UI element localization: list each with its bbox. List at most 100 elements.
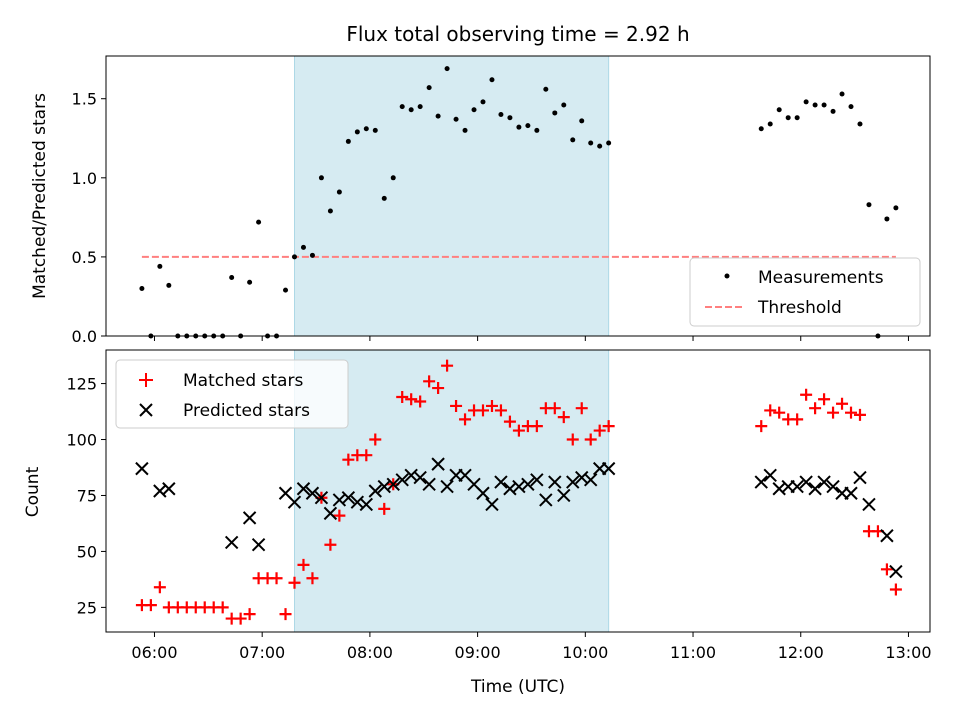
matched-star-point: [494, 404, 507, 417]
matched-star-point: [836, 397, 849, 410]
measurement-point: [166, 282, 172, 288]
measurement-point: [390, 175, 396, 181]
measurement-point: [283, 287, 289, 293]
predicted-star-point: [135, 461, 149, 476]
x-tick-label: 12:00: [778, 643, 824, 662]
measurement-point: [561, 102, 567, 108]
top-axes-frame: [105, 55, 931, 337]
measurement-point: [606, 140, 612, 146]
predicted-star-point: [548, 475, 562, 489]
matched-star-point: [503, 415, 516, 428]
chart-title: Flux total observing time = 2.92 h: [346, 22, 689, 46]
y-tick-label: 1.0: [72, 169, 97, 188]
legend-matched-marker: [139, 373, 153, 387]
measurement-point: [399, 104, 405, 110]
measurement-point: [229, 274, 235, 280]
measurement-point: [498, 112, 504, 118]
predicted-star-point: [485, 497, 499, 512]
matched-star-point: [423, 375, 436, 388]
measurement-point: [354, 129, 360, 135]
bottom-x-ticks: 06:00 07:00 08:00 09:00 10:00 11:00 12:00 13:00: [131, 632, 932, 662]
predicted-star-point: [224, 535, 239, 550]
measurement-point: [525, 123, 531, 129]
matched-star-point: [441, 359, 454, 372]
x-tick-label: 11:00: [670, 643, 716, 662]
x-tick-label: 09:00: [455, 643, 501, 662]
matched-star-point: [530, 420, 543, 433]
matched-star-point: [279, 608, 292, 621]
matched-star-point: [270, 572, 283, 585]
measurement-point: [157, 263, 163, 269]
matched-star-point: [485, 399, 498, 412]
measurement-point: [516, 124, 522, 130]
predicted-star-point: [566, 475, 580, 489]
matched-star-point: [845, 406, 858, 419]
matched-star-point: [889, 583, 902, 596]
matched-star-point: [414, 395, 427, 408]
legend-box: [689, 257, 921, 327]
x-tick-label: 13:00: [885, 643, 931, 662]
legend-threshold-label: Threshold: [757, 298, 842, 318]
bottom-axes-frame: [105, 349, 931, 633]
measurement-point: [426, 85, 432, 91]
matched-star-point: [764, 404, 777, 417]
matched-star-point: [791, 413, 804, 426]
x-tick-label: 07:00: [239, 643, 285, 662]
matched-star-point: [405, 393, 418, 406]
measurement-point: [381, 195, 387, 201]
top-x-ticks: [153, 336, 909, 341]
x-tick-label: 10:00: [562, 643, 608, 662]
matched-star-point: [306, 572, 319, 585]
predicted-star-point: [557, 488, 571, 503]
measurement-point: [435, 113, 441, 119]
y-tick-label: 25: [77, 598, 97, 617]
predicted-star-point: [359, 497, 374, 512]
x-tick-label: 08:00: [347, 643, 393, 662]
measurement-point: [336, 189, 342, 195]
measurement-point: [866, 202, 872, 208]
matched-star-point: [818, 393, 831, 406]
measurement-point: [884, 216, 890, 222]
predicted-star-point: [521, 477, 535, 491]
predicted-star-point: [314, 491, 329, 505]
predicted-star-point: [153, 484, 167, 498]
measurement-point: [291, 254, 297, 260]
predicted-star-point: [799, 475, 813, 489]
measurement-point: [309, 252, 315, 258]
measurement-point: [363, 126, 369, 132]
matched-star-point: [360, 449, 373, 462]
measurement-point: [767, 121, 773, 127]
matched-star-point: [880, 563, 893, 576]
predicted-star-point: [413, 470, 427, 485]
legend-box: [115, 359, 349, 429]
measurement-point: [462, 127, 468, 133]
predicted-star-point: [323, 506, 338, 521]
measurement-point: [552, 110, 558, 116]
matched-star-point: [602, 420, 615, 433]
measurement-point: [345, 138, 351, 144]
predicted-star-point: [242, 511, 257, 525]
predicted-star-point: [530, 473, 544, 487]
y-tick-label: 100: [66, 431, 97, 450]
predicted-star-point: [826, 479, 840, 494]
measurement-point: [327, 208, 333, 214]
measurement-point: [534, 127, 540, 133]
predicted-star-point: [539, 493, 553, 507]
predicted-star-point: [440, 479, 454, 494]
matched-star-point: [566, 433, 579, 446]
y-tick-label: 125: [66, 375, 97, 394]
matched-star-point: [396, 391, 409, 403]
predicted-star-point: [583, 473, 598, 487]
predicted-star-point: [476, 486, 490, 500]
y-tick-label: 0.5: [72, 248, 97, 267]
predicted-star-point: [287, 495, 302, 509]
matched-star-point: [234, 612, 247, 625]
matched-star-point: [297, 558, 310, 571]
predicted-star-point: [853, 470, 867, 485]
measurement-point: [821, 102, 827, 108]
matched-star-point: [153, 581, 166, 594]
matched-star-point: [432, 382, 445, 395]
predicted-star-point: [880, 529, 894, 543]
matched-star-point: [809, 402, 822, 415]
